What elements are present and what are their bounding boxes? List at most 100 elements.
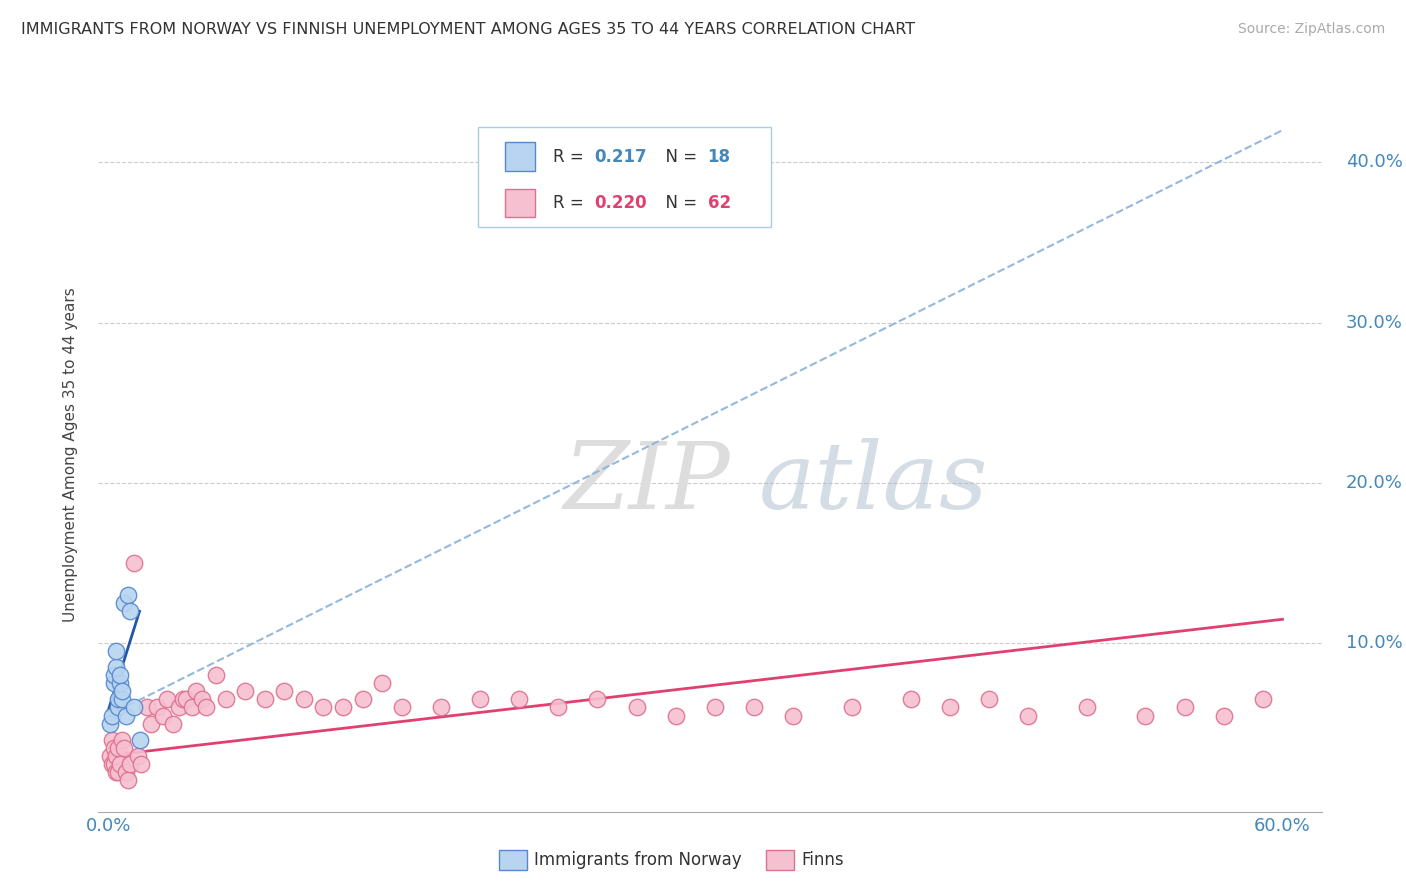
Point — [105, 748, 128, 763]
Text: R =: R = — [554, 148, 589, 166]
Point — [352, 692, 374, 706]
Point — [108, 756, 131, 771]
Point — [900, 692, 922, 706]
Point — [141, 716, 163, 731]
Point — [371, 676, 394, 690]
Point — [468, 692, 491, 706]
Point — [167, 700, 190, 714]
FancyBboxPatch shape — [478, 127, 772, 227]
Point — [508, 692, 530, 706]
Point — [586, 692, 609, 706]
Text: Immigrants from Norway: Immigrants from Norway — [534, 851, 742, 869]
Point — [156, 692, 179, 706]
Point — [122, 556, 145, 570]
Point — [782, 708, 804, 723]
Text: IMMIGRANTS FROM NORWAY VS FINNISH UNEMPLOYMENT AMONG AGES 35 TO 44 YEARS CORRELA: IMMIGRANTS FROM NORWAY VS FINNISH UNEMPL… — [21, 22, 915, 37]
Point — [112, 596, 135, 610]
Point — [107, 700, 129, 714]
Point — [105, 764, 128, 779]
Text: atlas: atlas — [759, 439, 988, 528]
Point — [117, 772, 139, 787]
Point — [1076, 700, 1098, 714]
Point — [162, 716, 184, 731]
Point — [101, 732, 124, 747]
Point — [107, 692, 129, 706]
Point — [841, 700, 863, 714]
Point — [146, 700, 169, 714]
Y-axis label: Unemployment Among Ages 35 to 44 years: Unemployment Among Ages 35 to 44 years — [63, 287, 77, 623]
Point — [186, 684, 208, 698]
Point — [101, 756, 124, 771]
Point — [117, 588, 139, 602]
Point — [127, 748, 149, 763]
Point — [152, 708, 174, 723]
Point — [108, 668, 131, 682]
Point — [665, 708, 688, 723]
Text: 10.0%: 10.0% — [1346, 634, 1403, 652]
Point — [1212, 708, 1234, 723]
Point — [977, 692, 1000, 706]
Text: Source: ZipAtlas.com: Source: ZipAtlas.com — [1237, 22, 1385, 37]
Point — [103, 740, 125, 755]
Point — [332, 700, 354, 714]
Point — [118, 604, 141, 618]
Point — [107, 740, 129, 755]
Point — [176, 692, 198, 706]
Point — [101, 708, 124, 723]
Point — [111, 692, 134, 706]
Point — [114, 764, 136, 779]
Point — [105, 660, 128, 674]
Bar — [505, 143, 536, 171]
Point — [128, 732, 150, 747]
Text: ZIP: ZIP — [564, 439, 730, 528]
Text: N =: N = — [655, 194, 703, 212]
Point — [172, 692, 194, 706]
Text: 30.0%: 30.0% — [1346, 314, 1403, 332]
Point — [111, 684, 134, 698]
Text: 62: 62 — [707, 194, 731, 212]
Point — [105, 644, 128, 658]
Point — [131, 756, 153, 771]
Text: 0.217: 0.217 — [593, 148, 647, 166]
Point — [214, 692, 236, 706]
Point — [98, 716, 121, 731]
Text: 20.0%: 20.0% — [1346, 474, 1403, 492]
Point — [626, 700, 648, 714]
Point — [108, 676, 131, 690]
Text: 0.220: 0.220 — [593, 194, 647, 212]
Point — [103, 676, 125, 690]
Text: 18: 18 — [707, 148, 731, 166]
Point — [1135, 708, 1157, 723]
Point — [181, 700, 204, 714]
Point — [205, 668, 228, 682]
Point — [191, 692, 214, 706]
Point — [273, 684, 295, 698]
Point — [107, 764, 129, 779]
Point — [103, 668, 125, 682]
Point — [1251, 692, 1274, 706]
Point — [1174, 700, 1197, 714]
Point — [114, 708, 136, 723]
Point — [292, 692, 315, 706]
Point — [253, 692, 276, 706]
Text: 40.0%: 40.0% — [1346, 153, 1403, 171]
Point — [742, 700, 765, 714]
Point — [103, 756, 125, 771]
Point — [391, 700, 413, 714]
Text: R =: R = — [554, 194, 589, 212]
Point — [703, 700, 725, 714]
Point — [547, 700, 569, 714]
Text: Finns: Finns — [801, 851, 844, 869]
Point — [111, 732, 134, 747]
Point — [1017, 708, 1039, 723]
Point — [98, 748, 121, 763]
Bar — [505, 189, 536, 218]
Point — [430, 700, 453, 714]
Point — [312, 700, 335, 714]
Text: N =: N = — [655, 148, 703, 166]
Point — [195, 700, 218, 714]
Point — [118, 756, 141, 771]
Point — [136, 700, 159, 714]
Point — [122, 700, 145, 714]
Point — [939, 700, 962, 714]
